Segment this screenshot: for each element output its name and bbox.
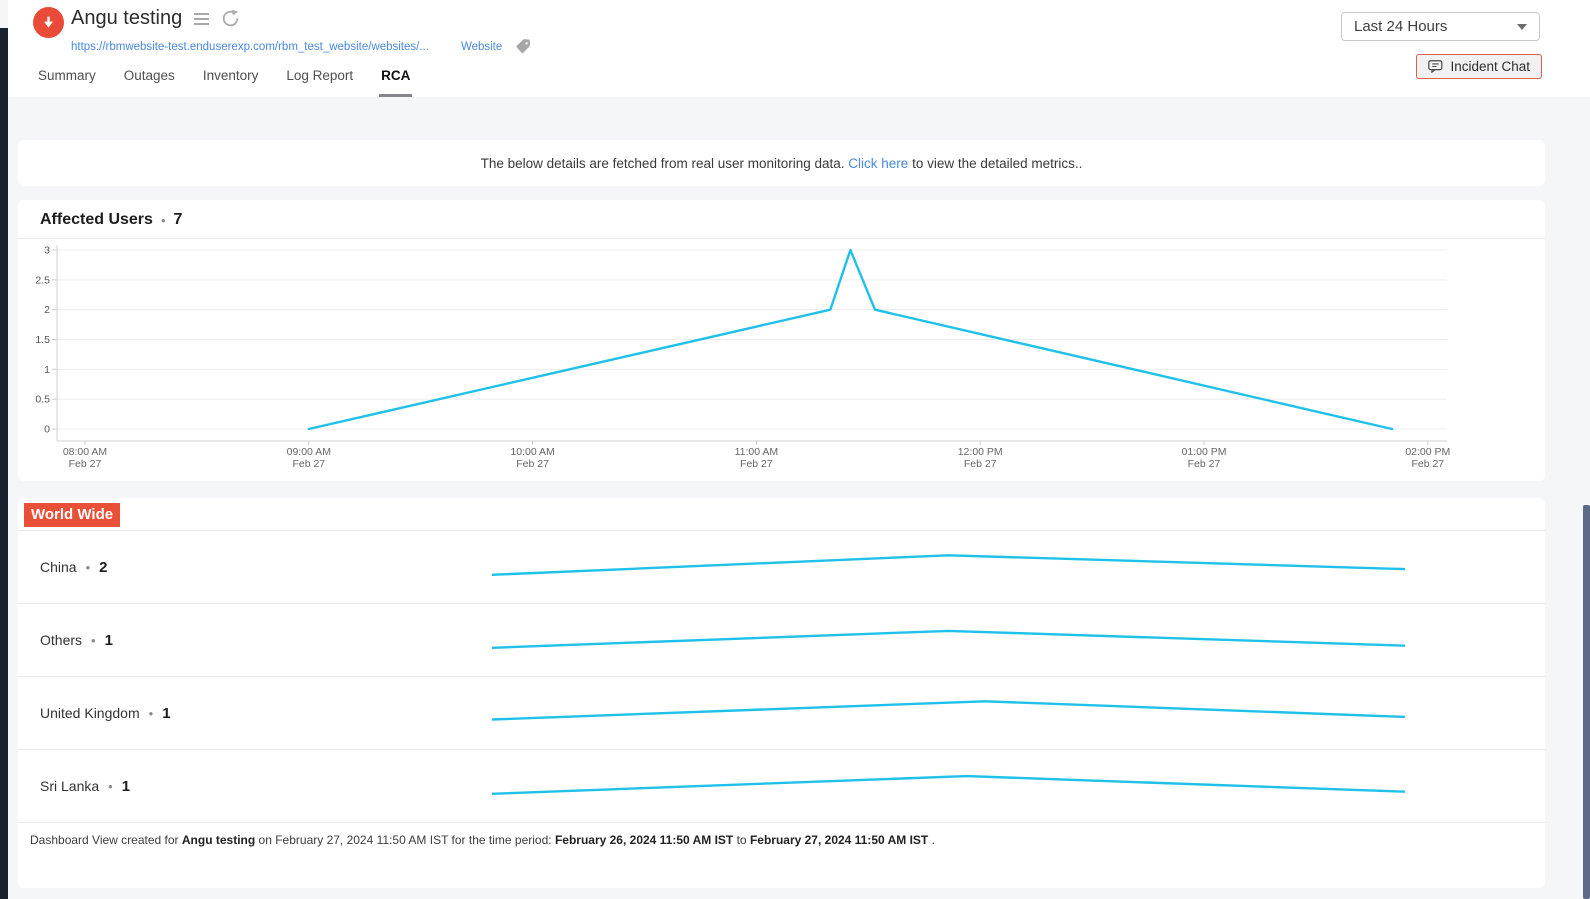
click-here-link[interactable]: Click here xyxy=(848,155,909,171)
svg-text:Feb 27: Feb 27 xyxy=(1188,458,1221,470)
country-name: China xyxy=(40,559,77,575)
vertical-scrollbar[interactable] xyxy=(1583,505,1590,899)
country-count: 2 xyxy=(99,558,108,576)
incident-chat-button[interactable]: Incident Chat xyxy=(1416,54,1542,79)
chat-icon xyxy=(1428,60,1443,73)
time-range-value: Last 24 Hours xyxy=(1354,18,1448,35)
tab-bar: Summary Outages Inventory Log Report RCA xyxy=(36,68,413,97)
affected-users-title: Affected Users xyxy=(40,211,153,228)
down-arrow-icon xyxy=(44,16,53,28)
affected-users-count: 7 xyxy=(173,211,183,228)
info-text-before: The below details are fetched from real … xyxy=(480,155,849,171)
svg-text:Feb 27: Feb 27 xyxy=(69,458,102,470)
svg-text:1.5: 1.5 xyxy=(35,334,50,346)
country-name: United Kingdom xyxy=(40,705,140,721)
svg-text:0: 0 xyxy=(44,424,50,436)
refresh-icon[interactable] xyxy=(221,9,240,28)
tag-icon[interactable] xyxy=(516,39,531,54)
country-count: 1 xyxy=(104,631,113,649)
monitor-type-link[interactable]: Website xyxy=(460,40,503,53)
country-sparkline xyxy=(490,629,1407,649)
country-row-others: Others • 1 xyxy=(18,604,1545,677)
app-edge-strip xyxy=(0,28,8,899)
svg-text:10:00 AM: 10:00 AM xyxy=(510,446,554,458)
svg-text:1: 1 xyxy=(44,364,50,376)
chevron-down-icon xyxy=(1517,23,1527,30)
footer-prefix: Dashboard View created for xyxy=(30,833,182,847)
monitor-url-link[interactable]: https://rbmwebsite-test.enduserexp.com/r… xyxy=(71,40,429,53)
footer-to: to xyxy=(733,833,750,847)
country-row-sri-lanka: Sri Lanka • 1 xyxy=(18,750,1545,823)
rum-info-bar: The below details are fetched from real … xyxy=(18,140,1545,186)
country-count: 1 xyxy=(121,777,131,795)
footer-suffix: . xyxy=(928,833,935,847)
bullet-separator: • xyxy=(91,632,96,648)
svg-text:3: 3 xyxy=(44,245,50,257)
tab-outages[interactable]: Outages xyxy=(123,68,175,83)
tab-inventory[interactable]: Inventory xyxy=(202,68,259,83)
country-sparkline xyxy=(490,774,1407,795)
country-count: 1 xyxy=(162,704,171,722)
bullet-separator: • xyxy=(160,212,166,228)
country-name: Others xyxy=(40,632,83,648)
monitor-down-status-icon xyxy=(33,7,64,38)
world-wide-card: World Wide China • 2 Others • 1 United K… xyxy=(18,498,1545,888)
country-name: Sri Lanka xyxy=(40,778,100,794)
svg-text:Feb 27: Feb 27 xyxy=(740,458,773,470)
hamburger-menu-icon[interactable] xyxy=(193,12,210,26)
bullet-separator: • xyxy=(108,778,113,794)
svg-text:Feb 27: Feb 27 xyxy=(292,458,325,470)
svg-text:2.5: 2.5 xyxy=(35,274,50,286)
tab-log-report[interactable]: Log Report xyxy=(286,68,354,83)
bullet-separator: • xyxy=(85,559,91,575)
tab-summary[interactable]: Summary xyxy=(38,68,96,83)
footer-middle: on February 27, 2024 11:50 AM IST for th… xyxy=(255,833,555,847)
world-wide-badge: World Wide xyxy=(24,503,121,527)
svg-text:02:00 PM: 02:00 PM xyxy=(1405,446,1450,458)
info-text-after: to view the detailed metrics.. xyxy=(908,155,1083,171)
svg-text:Feb 27: Feb 27 xyxy=(516,458,549,470)
svg-text:01:00 PM: 01:00 PM xyxy=(1182,446,1227,458)
incident-chat-label: Incident Chat xyxy=(1450,59,1530,74)
affected-users-card: Affected Users • 7 0 0.5 1 1.5 2 2.5 3 08:00 AM… xyxy=(18,200,1545,481)
monitor-header: Angu testing https://rbmwebsite-test.end… xyxy=(8,0,1590,97)
country-row-china: China • 2 xyxy=(18,531,1545,604)
footer-period-start: February 26, 2024 11:50 AM IST xyxy=(554,833,734,847)
svg-text:2: 2 xyxy=(44,304,50,316)
svg-text:11:00 AM: 11:00 AM xyxy=(735,446,779,458)
country-sparkline xyxy=(490,554,1407,576)
tab-rca[interactable]: RCA xyxy=(379,68,413,97)
country-row-united-kingdom: United Kingdom • 1 xyxy=(18,677,1545,750)
svg-text:08:00 AM: 08:00 AM xyxy=(63,446,107,458)
svg-text:Feb 27: Feb 27 xyxy=(1411,458,1444,470)
country-sparkline xyxy=(490,700,1407,721)
page-title: Angu testing xyxy=(71,7,183,29)
bullet-separator: • xyxy=(148,705,154,721)
footer-monitor-name: Angu testing xyxy=(181,833,256,847)
dashboard-footer-note: Dashboard View created for Angu testing … xyxy=(18,823,1545,847)
time-range-select[interactable]: Last 24 Hours xyxy=(1341,12,1540,41)
footer-period-end: February 27, 2024 11:50 AM IST xyxy=(749,833,929,847)
svg-text:12:00 PM: 12:00 PM xyxy=(958,446,1003,458)
svg-text:0.5: 0.5 xyxy=(35,394,50,406)
svg-text:Feb 27: Feb 27 xyxy=(964,458,997,470)
svg-text:09:00 AM: 09:00 AM xyxy=(287,446,331,458)
